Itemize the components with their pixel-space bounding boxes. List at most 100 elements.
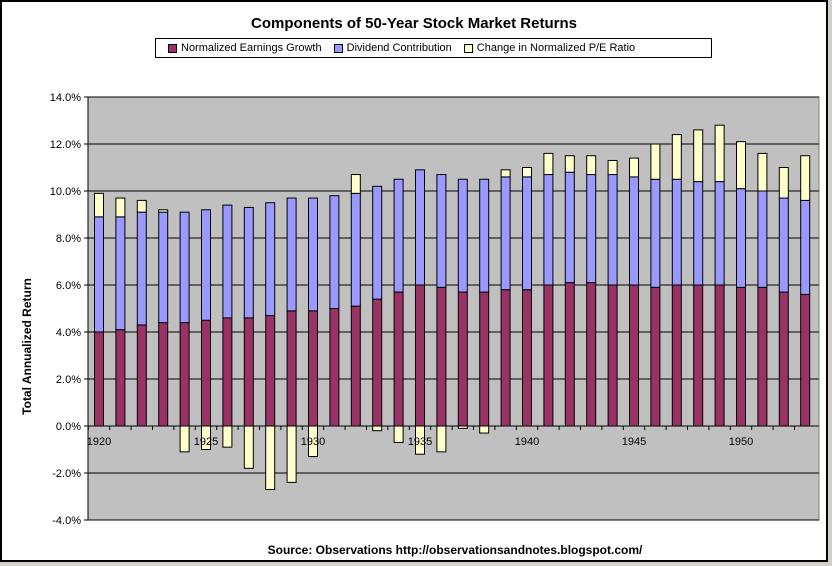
legend-item-pe-change: Change in Normalized P/E Ratio [463, 42, 636, 54]
bar-dividend [479, 178, 490, 293]
y-tick-label: -4.0% [52, 515, 81, 527]
bar-dividend [115, 216, 126, 331]
plot-area [87, 96, 820, 521]
bar-pe-change [800, 155, 811, 201]
bar-earnings [629, 284, 639, 427]
bar-earnings [286, 310, 297, 427]
x-tick-label: 1920 [87, 436, 111, 448]
bar-earnings [372, 298, 383, 427]
bar-earnings [136, 324, 147, 427]
bar-earnings [500, 289, 511, 427]
legend-item-earnings: Normalized Earnings Growth [168, 42, 322, 54]
legend-label-pe-change: Change in Normalized P/E Ratio [476, 42, 636, 54]
bar-dividend [94, 216, 104, 333]
bar-dividend [736, 188, 746, 288]
bar-pe-change [372, 425, 383, 432]
bar-dividend [393, 178, 404, 293]
x-tick-label: 1940 [515, 436, 539, 448]
bar-pe-change [714, 124, 725, 183]
bar-pe-change [243, 425, 254, 469]
bar-earnings [179, 322, 190, 427]
bar-dividend [350, 192, 361, 307]
bar-pe-change [350, 174, 361, 194]
bar-earnings [479, 291, 490, 427]
bar-earnings [158, 322, 169, 427]
bar-earnings [457, 291, 468, 427]
bar-dividend [586, 174, 597, 284]
chart-title: Components of 50-Year Stock Market Retur… [251, 15, 577, 32]
legend-swatch-earnings [168, 43, 177, 53]
bar-earnings [243, 317, 254, 427]
bar-earnings [265, 315, 276, 427]
bar-dividend [629, 176, 639, 286]
bar-earnings [757, 286, 768, 427]
legend-swatch-pe-change [463, 43, 473, 53]
bar-earnings [714, 284, 725, 427]
x-tick-label: 1945 [622, 436, 646, 448]
bar-earnings [543, 284, 554, 427]
bar-dividend [522, 176, 532, 291]
y-tick-label: 14.0% [50, 92, 81, 104]
bar-dividend [543, 174, 554, 286]
bar-pe-change [778, 167, 789, 199]
bar-pe-change [671, 134, 682, 180]
y-axis-title: Total Annualized Return [20, 278, 34, 415]
bar-dividend [329, 195, 340, 309]
bar-pe-change [650, 143, 661, 180]
y-tick-label: 12.0% [50, 139, 81, 151]
bar-pe-change [222, 425, 233, 448]
bar-pe-change [693, 129, 704, 183]
bar-dividend [500, 176, 511, 291]
bar-dividend [308, 197, 318, 312]
bar-dividend [136, 211, 147, 326]
bar-earnings [415, 284, 425, 427]
chart-legend: Normalized Earnings Growth Dividend Cont… [155, 38, 712, 58]
chart-source: Source: Observations http://observations… [267, 543, 643, 557]
bar-dividend [650, 178, 661, 288]
bar-dividend [436, 174, 447, 288]
bar-dividend [158, 211, 169, 324]
bar-pe-change [757, 152, 768, 192]
bar-pe-change [522, 167, 532, 178]
bar-pe-change [286, 425, 297, 483]
bar-dividend [179, 211, 190, 324]
bar-dividend [778, 197, 789, 293]
y-tick-label: 0.0% [56, 421, 81, 433]
bar-pe-change [179, 425, 190, 453]
y-tick-label: 10.0% [50, 186, 81, 198]
bar-earnings [778, 291, 789, 427]
bar-earnings [671, 284, 682, 427]
bar-pe-change [158, 209, 169, 213]
bar-pe-change [543, 152, 554, 176]
x-tick-label: 1950 [729, 436, 753, 448]
bar-dividend [564, 171, 575, 284]
bar-dividend [714, 181, 725, 286]
bar-pe-change [629, 157, 639, 178]
legend-swatch-dividend [333, 43, 343, 53]
x-tick-label: 1935 [408, 436, 432, 448]
chart-plot: -4.0% -2.0% 0.0% 2.0% 4.0% 6.0% 8.0% 10.0% 12.0%… [20, 92, 820, 527]
bar-dividend [671, 178, 682, 286]
y-tick-label: 2.0% [56, 374, 81, 386]
bar-earnings [522, 289, 532, 427]
bar-pe-change [607, 159, 618, 176]
bar-dividend [693, 181, 704, 286]
y-tick-label: -2.0% [52, 468, 81, 480]
bar-earnings [736, 286, 746, 427]
legend-item-dividend: Dividend Contribution [333, 42, 452, 54]
bar-dividend [201, 209, 211, 321]
bar-dividend [222, 204, 233, 319]
bar-pe-change [94, 192, 104, 218]
bar-pe-change [736, 141, 746, 190]
y-tick-label: 8.0% [56, 233, 81, 245]
bar-earnings [329, 308, 340, 427]
bar-pe-change [479, 425, 490, 434]
bar-dividend [415, 169, 425, 286]
bar-earnings [693, 284, 704, 427]
bar-pe-change [265, 425, 276, 490]
bar-dividend [800, 199, 811, 295]
bar-pe-change [564, 155, 575, 173]
bar-dividend [286, 197, 297, 312]
legend-label-earnings: Normalized Earnings Growth [181, 42, 322, 54]
bar-earnings [94, 331, 104, 427]
